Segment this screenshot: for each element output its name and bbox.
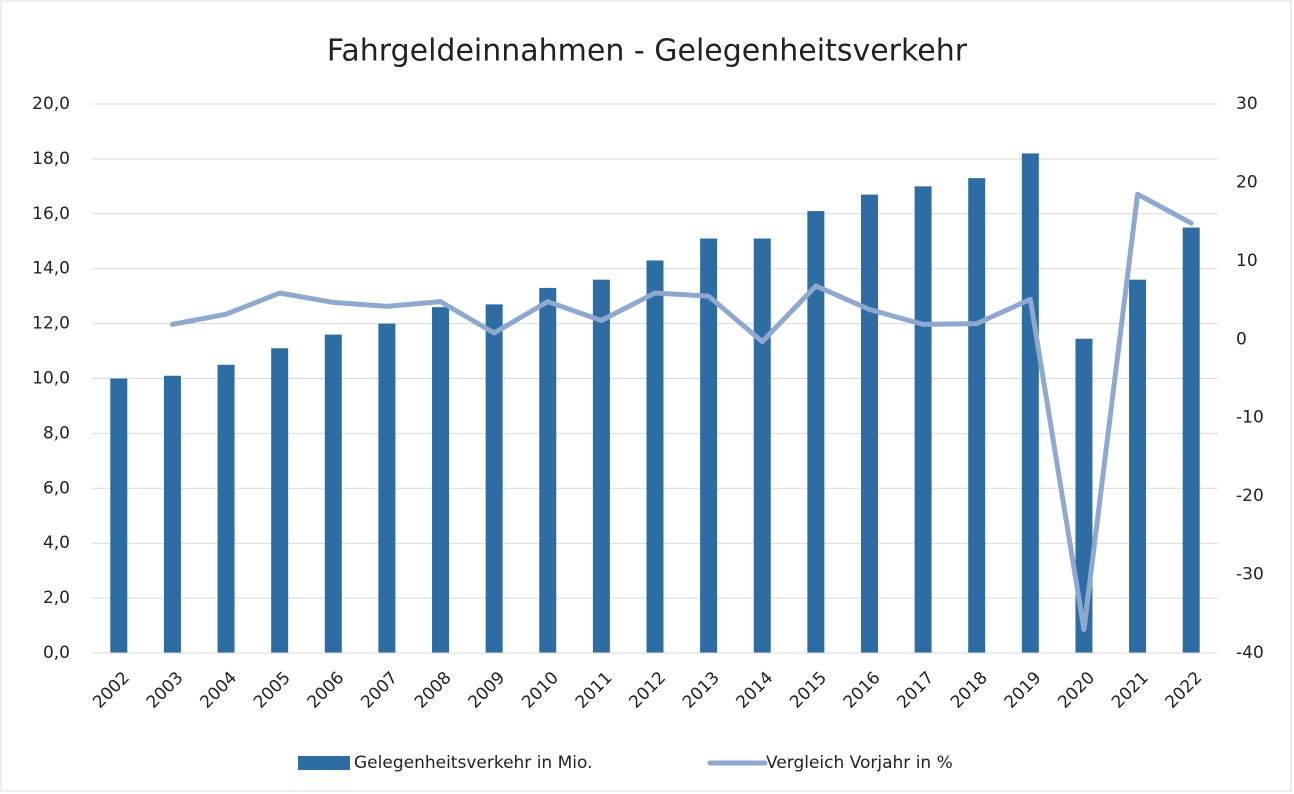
bar — [646, 260, 664, 653]
y-tick-label: 2,0 — [43, 588, 70, 608]
bar — [592, 279, 610, 653]
y2-tick-label: -40 — [1236, 643, 1264, 663]
bar — [1129, 279, 1147, 653]
y2-tick-label: 0 — [1236, 329, 1247, 349]
y-tick-label: 6,0 — [43, 478, 70, 498]
bar — [753, 238, 771, 653]
y-tick-label: 12,0 — [32, 314, 70, 334]
y-tick-label: 8,0 — [43, 423, 70, 443]
bar — [432, 307, 450, 653]
y-tick-label: 0,0 — [43, 643, 70, 663]
bar — [110, 378, 128, 653]
bar — [1075, 338, 1093, 653]
line — [169, 191, 1194, 632]
bar — [860, 194, 878, 653]
bar — [324, 334, 342, 653]
y2-tick-label: 10 — [1236, 251, 1258, 271]
y2-tick-label: -30 — [1236, 565, 1264, 585]
y-tick-label: 18,0 — [32, 149, 70, 169]
y-tick-label: 10,0 — [32, 369, 70, 389]
bar — [163, 375, 181, 653]
chart-title: Fahrgeldeinnahmen - Gelegenheitsverkehr — [327, 34, 968, 69]
bar — [700, 238, 718, 653]
bar — [1021, 153, 1039, 653]
y2-tick-label: -20 — [1236, 486, 1264, 506]
legend-label: Vergleich Vorjahr in % — [766, 753, 953, 773]
bar — [1182, 227, 1200, 653]
bar — [914, 186, 932, 653]
y-tick-label: 20,0 — [32, 94, 70, 114]
legend-label: Gelegenheitsverkehr in Mio. — [354, 753, 593, 773]
y2-tick-label: 30 — [1236, 94, 1258, 114]
bar — [485, 304, 503, 653]
bar — [378, 323, 396, 653]
legend-swatch — [298, 756, 350, 770]
y2-tick-label: 20 — [1236, 172, 1258, 192]
bar — [539, 287, 557, 653]
y-tick-label: 16,0 — [32, 204, 70, 224]
bar — [807, 211, 825, 653]
y-tick-label: 4,0 — [43, 533, 70, 553]
y2-tick-label: -10 — [1236, 408, 1264, 428]
bar — [217, 364, 235, 653]
y-tick-label: 14,0 — [32, 259, 70, 279]
bar — [968, 178, 986, 654]
bar — [271, 348, 289, 653]
